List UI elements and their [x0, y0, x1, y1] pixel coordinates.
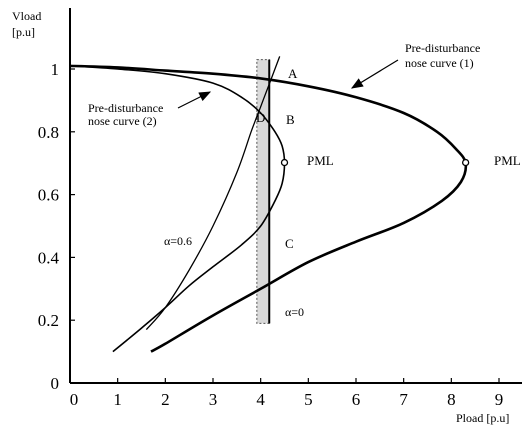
point-label-c: C — [285, 236, 294, 251]
curve2-arrow — [177, 91, 212, 109]
y-tick-label: 0.8 — [38, 123, 59, 142]
x-tick-label: 7 — [399, 390, 408, 409]
x-tick-label: 1 — [113, 390, 122, 409]
load-curve-alpha-0-6 — [145, 56, 281, 331]
point-label-b: B — [286, 112, 295, 127]
x-tick-label: 3 — [209, 390, 218, 409]
alpha-0-6-label: α=0.6 — [164, 234, 192, 248]
x-tick-label: 5 — [304, 390, 313, 409]
y-axis-title-line2: [p.u] — [12, 25, 35, 39]
curve2-label-line2: nose curve (2) — [88, 114, 157, 128]
x-tick-label: 4 — [256, 390, 265, 409]
nose-curve-2 — [69, 65, 286, 353]
pml-marker — [461, 158, 470, 167]
x-tick-label: 9 — [495, 390, 504, 409]
pml-marker — [280, 158, 289, 167]
y-tick-label: 0.4 — [38, 248, 60, 267]
x-tick-label: 2 — [161, 390, 170, 409]
curve1-arrow — [350, 59, 399, 89]
y-tick-label: 0.6 — [38, 186, 59, 205]
pml-label-1: PML — [307, 153, 334, 168]
x-tick-label: 0 — [70, 390, 79, 409]
nose-curve-1 — [69, 64, 468, 353]
curve2-label-line1: Pre-disturbance — [88, 101, 163, 115]
y-tick-label: 1 — [51, 60, 60, 79]
x-tick-label: 8 — [447, 390, 456, 409]
point-label-d: D — [256, 110, 265, 125]
pml-label-2: PML — [494, 153, 521, 168]
curve1-label-line2: nose curve (1) — [405, 56, 474, 70]
y-tick-label: 0.2 — [38, 311, 59, 330]
axis-ticks — [69, 68, 500, 384]
y-tick-label: 0 — [51, 374, 60, 393]
x-axis-title: Pload [p.u] — [456, 411, 509, 425]
point-label-a: A — [288, 66, 298, 81]
tick-labels: 0 1 2 3 4 5 6 7 8 9 0 0.2 0.4 0.6 0.8 1 — [38, 60, 504, 409]
alpha-0-label: α=0 — [285, 305, 304, 319]
curve1-label-line1: Pre-disturbance — [405, 41, 480, 55]
x-tick-label: 6 — [352, 390, 361, 409]
y-axis-title-line1: Vload — [12, 9, 41, 23]
